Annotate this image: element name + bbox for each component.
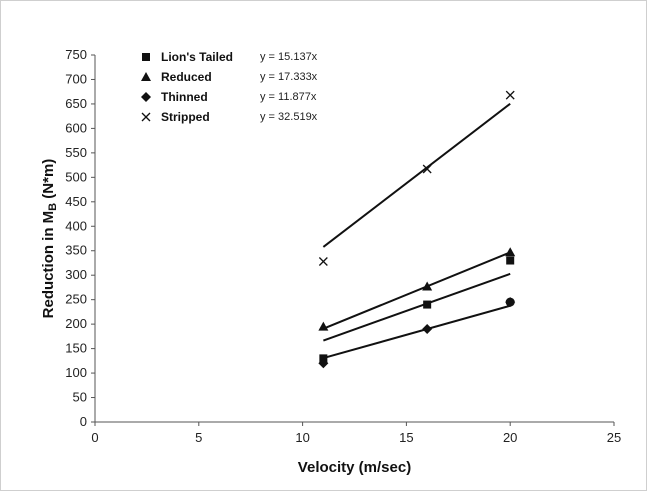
y-tick-label: 200	[65, 316, 87, 331]
y-tick-label: 650	[65, 96, 87, 111]
y-tick-label: 0	[80, 414, 87, 429]
y-tick-label: 400	[65, 218, 87, 233]
legend-label: Lion's Tailed	[161, 50, 233, 64]
trend-equation: y = 15.137x	[260, 51, 318, 63]
trendline	[323, 304, 511, 360]
x-tick-label: 15	[399, 430, 413, 445]
x-axis-title: Velocity (m/sec)	[298, 459, 411, 476]
triangle-marker	[505, 247, 516, 257]
square-marker	[142, 53, 150, 61]
trendline	[322, 251, 511, 330]
legend-label: Thinned	[161, 90, 208, 104]
trendline-group	[322, 102, 511, 360]
x-marker-stroke	[141, 112, 151, 122]
x-marker-stroke	[422, 164, 432, 174]
x-marker	[422, 164, 432, 174]
y-axis-title-tail: (N*m)	[40, 159, 57, 203]
y-tick-label: 50	[73, 390, 87, 405]
circle-marker	[505, 297, 515, 307]
x-tick-label: 5	[195, 430, 202, 445]
x-tick-label: 25	[607, 430, 621, 445]
diamond-marker	[318, 358, 329, 369]
y-axis-title-main: Reduction in M	[40, 211, 57, 319]
triangle-marker	[318, 321, 329, 331]
diamond-marker	[141, 92, 151, 102]
tick-group: 0501001502002503003504004505005506006507…	[65, 47, 621, 445]
trendline	[322, 102, 511, 248]
y-tick-label: 450	[65, 194, 87, 209]
x-tick-label: 20	[503, 430, 517, 445]
x-marker-stroke	[505, 90, 515, 100]
y-tick-label: 500	[65, 169, 87, 184]
square-marker	[423, 300, 432, 309]
legend: Lion's Tailed y = 15.137x Reduced y = 17.33…	[141, 50, 318, 124]
trend-equation: y = 17.333x	[260, 71, 318, 83]
y-tick-label: 750	[65, 47, 87, 62]
y-axis-title-subscript: B	[47, 203, 59, 211]
trend-equation: y = 32.519x	[260, 111, 318, 123]
diamond-marker	[422, 324, 433, 335]
x-tick-label: 10	[295, 430, 309, 445]
axes	[94, 55, 614, 423]
triangle-marker	[141, 72, 151, 81]
trend-equation: y = 11.877x	[260, 91, 317, 103]
point-group	[318, 90, 516, 369]
legend-label: Reduced	[161, 70, 212, 84]
y-tick-label: 700	[65, 71, 87, 86]
y-tick-label: 300	[65, 267, 87, 282]
y-tick-label: 550	[65, 145, 87, 160]
x-marker-stroke	[318, 257, 328, 266]
y-tick-label: 100	[65, 365, 87, 380]
y-tick-label: 150	[65, 341, 87, 356]
y-tick-label: 350	[65, 243, 87, 258]
trendline	[323, 272, 511, 342]
x-marker	[141, 112, 151, 122]
square-marker	[506, 256, 515, 265]
triangle-marker	[422, 281, 433, 291]
legend-label: Stripped	[161, 110, 210, 124]
x-marker	[505, 90, 515, 100]
y-tick-label: 600	[65, 120, 87, 135]
y-tick-label: 250	[65, 292, 87, 307]
x-tick-label: 0	[91, 430, 98, 445]
y-axis-title: Reduction in MB (N*m)	[40, 159, 59, 319]
x-marker	[318, 257, 328, 266]
